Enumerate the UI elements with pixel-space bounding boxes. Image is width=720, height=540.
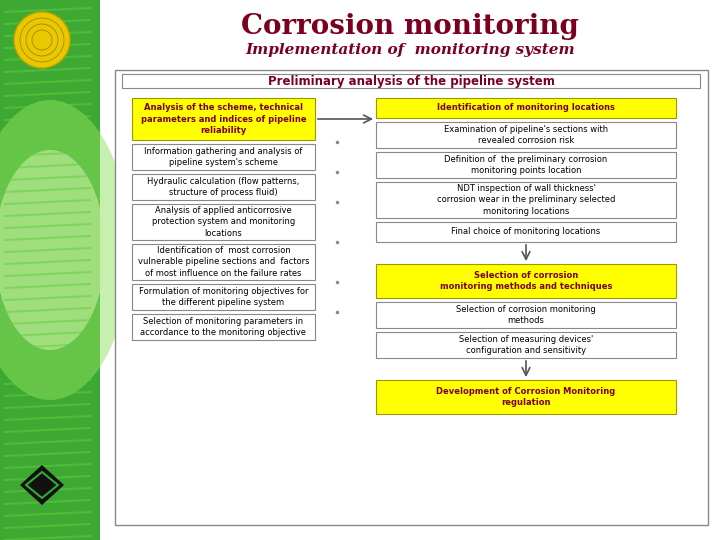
FancyBboxPatch shape <box>100 0 720 540</box>
Text: Final choice of monitoring locations: Final choice of monitoring locations <box>451 227 600 237</box>
Text: Examination of pipeline's sections with
revealed corrosion risk: Examination of pipeline's sections with … <box>444 125 608 145</box>
Text: Corrosion monitoring: Corrosion monitoring <box>241 14 579 40</box>
Text: Preliminary analysis of the pipeline system: Preliminary analysis of the pipeline sys… <box>268 75 554 87</box>
Polygon shape <box>20 465 64 505</box>
Text: Analysis of the scheme, technical
parameters and indices of pipeline
reliability: Analysis of the scheme, technical parame… <box>140 103 306 134</box>
FancyBboxPatch shape <box>376 182 676 218</box>
Text: Analysis of applied anticorrosive
protection system and monitoring
locations: Analysis of applied anticorrosive protec… <box>152 206 295 238</box>
Text: Information gathering and analysis of
pipeline system's scheme: Information gathering and analysis of pi… <box>144 147 302 167</box>
Text: Development of Corrosion Monitoring
regulation: Development of Corrosion Monitoring regu… <box>436 387 616 407</box>
Polygon shape <box>0 0 100 540</box>
Text: Identification of  most corrosion
vulnerable pipeline sections and  factors
of m: Identification of most corrosion vulnera… <box>138 246 310 278</box>
FancyBboxPatch shape <box>132 174 315 200</box>
Text: NDT inspection of wall thickness'
corrosion wear in the preliminary selected
mon: NDT inspection of wall thickness' corros… <box>437 184 615 215</box>
Circle shape <box>14 12 70 68</box>
Text: Selection of corrosion monitoring
methods: Selection of corrosion monitoring method… <box>456 305 596 325</box>
FancyBboxPatch shape <box>376 264 676 298</box>
FancyBboxPatch shape <box>132 98 315 140</box>
FancyBboxPatch shape <box>376 222 676 242</box>
FancyBboxPatch shape <box>132 284 315 310</box>
FancyBboxPatch shape <box>376 380 676 414</box>
Ellipse shape <box>0 100 130 400</box>
Ellipse shape <box>0 150 105 350</box>
Text: Selection of corrosion
monitoring methods and techniques: Selection of corrosion monitoring method… <box>440 271 612 291</box>
FancyBboxPatch shape <box>376 122 676 148</box>
FancyBboxPatch shape <box>115 70 708 525</box>
Text: Identification of monitoring locations: Identification of monitoring locations <box>437 104 615 112</box>
Text: Implementation of  monitoring system: Implementation of monitoring system <box>246 43 575 57</box>
FancyBboxPatch shape <box>132 244 315 280</box>
FancyBboxPatch shape <box>376 152 676 178</box>
FancyBboxPatch shape <box>132 314 315 340</box>
Text: Selection of monitoring parameters in
accordance to the monitoring objective: Selection of monitoring parameters in ac… <box>140 317 307 337</box>
FancyBboxPatch shape <box>376 98 676 118</box>
FancyBboxPatch shape <box>132 144 315 170</box>
Text: Definition of  the preliminary corrosion
monitoring points location: Definition of the preliminary corrosion … <box>444 155 608 175</box>
Text: Hydraulic calculation (flow patterns,
structure of process fluid): Hydraulic calculation (flow patterns, st… <box>148 177 300 197</box>
Text: Formulation of monitoring objectives for
the different pipeline system: Formulation of monitoring objectives for… <box>139 287 308 307</box>
FancyBboxPatch shape <box>132 204 315 240</box>
Text: Selection of measuring devices'
configuration and sensitivity: Selection of measuring devices' configur… <box>459 335 593 355</box>
FancyBboxPatch shape <box>376 332 676 358</box>
FancyBboxPatch shape <box>376 302 676 328</box>
FancyBboxPatch shape <box>122 74 700 88</box>
